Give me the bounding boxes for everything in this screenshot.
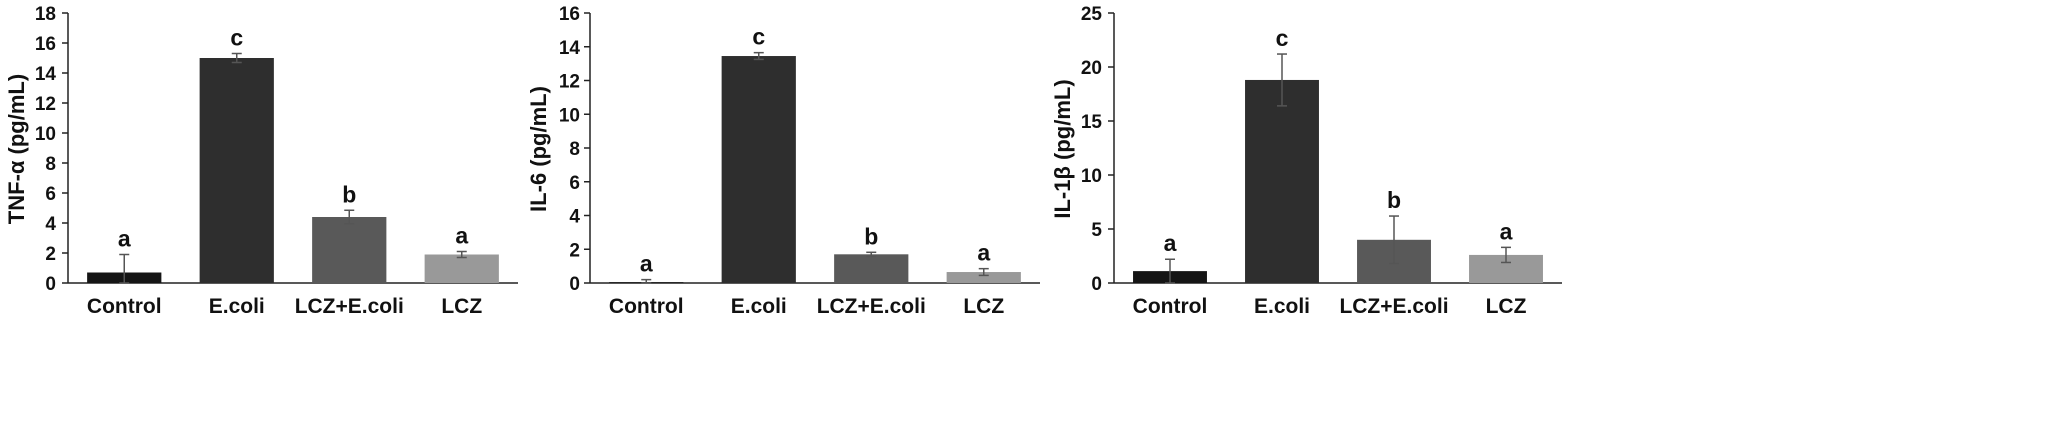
panel-il-6: IL-6 (pg/mL) 0 2 4 6 8 10 12 14 16 a Control c E.col… xyxy=(526,4,1040,318)
x-tick-label: Control xyxy=(1133,295,1208,318)
y-tick-label: 2 xyxy=(45,244,56,265)
significance-letter: a xyxy=(1164,230,1177,256)
significance-letter: c xyxy=(752,24,765,50)
significance-letter: a xyxy=(977,240,990,266)
x-tick-label: Control xyxy=(87,295,162,318)
significance-letter: b xyxy=(864,223,878,249)
x-tick-label: E.coli xyxy=(731,295,787,318)
bar xyxy=(424,254,499,283)
y-axis-title: TNF-α (pg/mL) xyxy=(4,74,29,224)
y-tick-label: 5 xyxy=(1091,220,1102,241)
bar xyxy=(1245,79,1319,284)
x-tick-label: E.coli xyxy=(1254,295,1310,318)
x-tick-label: LCZ xyxy=(441,295,482,318)
bar xyxy=(834,254,909,283)
significance-letter: a xyxy=(1500,218,1513,244)
significance-letter: a xyxy=(455,223,468,249)
significance-letter: c xyxy=(230,25,243,51)
significance-letter: b xyxy=(1387,187,1401,213)
panel-tnf-alpha: TNF-α (pg/mL) 0 2 4 6 8 10 12 14 16 18 a Control c E.… xyxy=(4,4,518,318)
significance-letter: a xyxy=(640,251,653,277)
x-tick-label: LCZ xyxy=(1486,295,1527,318)
y-tick-label: 0 xyxy=(45,274,56,295)
y-tick-label: 16 xyxy=(35,34,56,55)
y-tick-label: 14 xyxy=(35,64,57,85)
x-tick-label: E.coli xyxy=(209,295,265,318)
y-tick-label: 18 xyxy=(35,4,56,25)
y-tick-label: 12 xyxy=(559,72,580,93)
significance-letter: c xyxy=(1276,25,1289,51)
y-tick-label: 0 xyxy=(1091,274,1102,295)
y-tick-label: 6 xyxy=(45,184,56,205)
y-tick-label: 10 xyxy=(559,105,580,126)
bar xyxy=(721,56,796,283)
y-tick-label: 10 xyxy=(1081,166,1102,187)
y-tick-label: 8 xyxy=(45,154,56,175)
significance-letter: b xyxy=(342,181,356,207)
panel-il-1beta: IL-1β (pg/mL) 0 5 10 15 20 25 a Control c E.coli b… xyxy=(1050,4,1562,318)
y-axis-title: IL-6 (pg/mL) xyxy=(526,86,551,212)
y-tick-label: 4 xyxy=(45,214,56,235)
x-tick-label: LCZ+E.coli xyxy=(295,295,404,318)
y-tick-label: 20 xyxy=(1081,58,1102,79)
y-tick-label: 6 xyxy=(569,173,580,194)
y-tick-label: 16 xyxy=(559,4,580,25)
x-tick-label: LCZ+E.coli xyxy=(817,295,926,318)
x-tick-label: LCZ xyxy=(963,295,1004,318)
y-tick-label: 25 xyxy=(1081,4,1103,25)
y-tick-label: 14 xyxy=(559,38,581,59)
significance-letter: a xyxy=(118,226,131,252)
bar xyxy=(312,217,387,283)
x-tick-label: Control xyxy=(609,295,684,318)
y-axis-title: IL-1β (pg/mL) xyxy=(1050,79,1075,218)
bar xyxy=(946,272,1021,283)
y-tick-label: 4 xyxy=(569,207,580,228)
y-tick-label: 0 xyxy=(569,274,580,295)
y-tick-label: 8 xyxy=(569,139,580,160)
y-tick-label: 2 xyxy=(569,240,580,261)
y-tick-label: 15 xyxy=(1081,112,1103,133)
y-tick-label: 10 xyxy=(35,124,56,145)
y-tick-label: 12 xyxy=(35,94,56,115)
bar xyxy=(199,58,274,283)
x-tick-label: LCZ+E.coli xyxy=(1339,295,1448,318)
